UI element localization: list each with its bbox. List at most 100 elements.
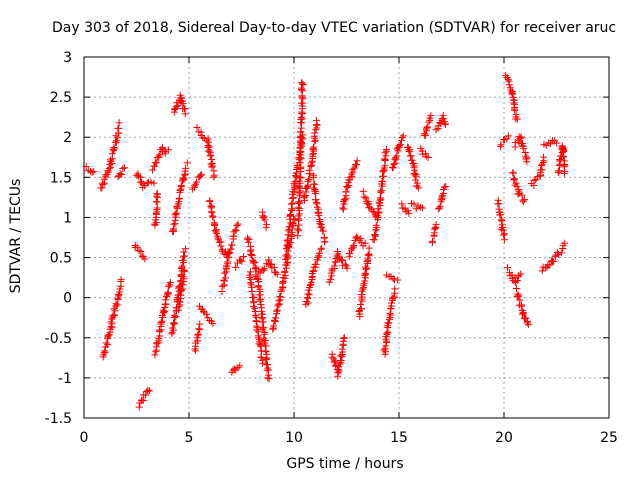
data-point [418, 204, 426, 212]
data-point [257, 347, 265, 355]
axis-ticks: 0 5 10 15 20 25 -1.5 -1 -0.5 0 0.5 1 1.5 2 2.5 3 [45, 50, 618, 446]
data-point [440, 183, 448, 191]
data-point [299, 80, 307, 88]
data-point [259, 359, 267, 367]
x-tick-label: 0 [80, 430, 89, 446]
data-point [399, 132, 407, 140]
data-point [436, 202, 444, 210]
data-point [361, 269, 369, 277]
data-point [244, 234, 252, 242]
data-point [133, 171, 141, 179]
data-point [251, 304, 259, 312]
data-point [496, 142, 504, 150]
data-point [270, 322, 278, 330]
data-point [208, 212, 216, 220]
data-point [206, 197, 214, 205]
data-point [382, 152, 390, 160]
data-point [387, 311, 395, 319]
data-point [374, 205, 382, 213]
data-point [135, 403, 143, 411]
data-point [346, 249, 354, 257]
data-point [398, 200, 406, 208]
data-point [232, 227, 240, 235]
data-point [272, 314, 280, 322]
data-point [164, 288, 172, 296]
data-point [105, 164, 113, 172]
data-point [357, 305, 365, 313]
data-point [341, 260, 349, 268]
data-point [281, 269, 289, 277]
data-point [343, 264, 351, 272]
data-point [238, 257, 246, 265]
data-point [156, 326, 164, 334]
data-point [104, 341, 112, 349]
plot-frame [83, 56, 610, 419]
x-tick-label: 5 [185, 430, 194, 446]
data-point [297, 128, 305, 136]
data-point [234, 364, 242, 372]
data-point [338, 345, 346, 353]
data-point [182, 164, 190, 172]
data-point [524, 321, 532, 329]
data-point [497, 225, 505, 233]
data-point [294, 225, 302, 233]
data-point [378, 177, 386, 185]
data-point [212, 228, 220, 236]
data-point [153, 204, 161, 212]
chart-title: Day 303 of 2018, Sidereal Day-to-day VTE… [52, 20, 617, 36]
data-point [375, 199, 383, 207]
data-point [295, 199, 303, 207]
data-point [510, 175, 518, 183]
data-point [359, 187, 367, 195]
data-point [539, 153, 547, 161]
grid-lines [84, 57, 609, 418]
data-point [152, 159, 160, 167]
data-point [180, 267, 188, 275]
data-point [357, 235, 365, 243]
y-tick-label: 0.5 [50, 251, 72, 267]
data-point [295, 183, 303, 191]
data-point [165, 283, 173, 291]
y-tick-label: -1.5 [45, 411, 72, 427]
data-point [114, 295, 122, 303]
data-point [380, 346, 388, 354]
data-point [251, 258, 259, 266]
data-point [334, 369, 342, 377]
data-point [411, 171, 419, 179]
data-point [538, 267, 546, 275]
data-point [302, 298, 310, 306]
data-point [442, 182, 450, 190]
data-point [180, 248, 188, 256]
data-point [386, 310, 394, 318]
data-point [508, 90, 516, 98]
data-point [297, 85, 305, 93]
data-point [326, 275, 334, 283]
data-point [560, 153, 568, 161]
data-point [299, 95, 307, 103]
data-point [310, 143, 318, 151]
data-point [315, 249, 323, 257]
data-point [372, 232, 380, 240]
x-tick-label: 15 [390, 430, 408, 446]
data-point [135, 247, 143, 255]
data-point [553, 139, 561, 147]
data-point [521, 149, 529, 157]
y-axis-label: SDTVAR / TECUs [8, 178, 24, 294]
data-point [155, 152, 163, 160]
data-point [137, 248, 145, 256]
data-point [191, 182, 199, 190]
data-point [226, 248, 234, 256]
data-point [297, 148, 305, 156]
data-point [390, 161, 398, 169]
data-point [303, 184, 311, 192]
data-point [177, 183, 185, 191]
data-point [339, 205, 347, 213]
data-point [389, 275, 397, 283]
y-tick-label: 3 [63, 50, 72, 66]
data-point [381, 149, 389, 157]
data-point [194, 331, 202, 339]
data-point [350, 241, 358, 249]
data-point [350, 164, 358, 172]
data-point [335, 363, 343, 371]
